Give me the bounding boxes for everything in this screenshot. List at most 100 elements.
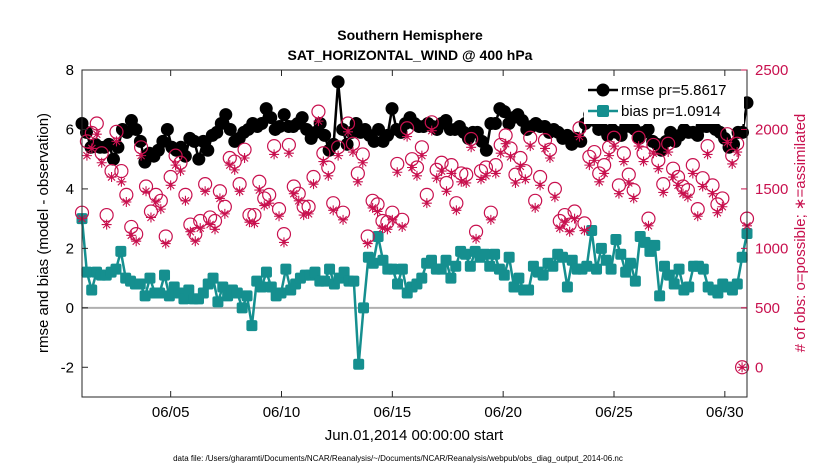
assimilated-obs-point [682, 192, 693, 203]
assimilated-obs-point [402, 131, 413, 142]
assimilated-obs-point [323, 170, 334, 181]
bias-point [275, 287, 287, 299]
bias-point [139, 290, 151, 302]
rmse-point [340, 137, 354, 151]
bias-point [387, 263, 399, 275]
bias-point [367, 257, 379, 269]
bias-point [712, 287, 724, 299]
x-tick-label: 06/05 [152, 404, 190, 421]
bias-point [236, 302, 248, 314]
assimilated-obs-point [426, 125, 437, 136]
bias-point [610, 233, 622, 245]
bias-point [416, 272, 428, 284]
assimilated-obs-point [165, 180, 176, 191]
bias-point [498, 269, 510, 281]
x-tick-label: 06/15 [374, 404, 412, 421]
bias-point [372, 230, 384, 242]
y-axis-left: -2 0 2 4 6 8 [61, 62, 88, 376]
assimilated-obs-point [618, 156, 629, 167]
assimilated-obs-point [283, 148, 294, 159]
assimilated-obs-point [150, 196, 161, 207]
assimilated-obs-point [116, 176, 127, 187]
legend: rmse pr=5.8617 bias pr=1.0914 [584, 78, 744, 124]
assimilated-obs-point [254, 185, 265, 196]
assimilated-obs-point [278, 237, 289, 248]
assimilated-obs-point [717, 201, 728, 212]
assimilated-obs-point [313, 116, 324, 127]
rmse-point [295, 111, 309, 125]
assimilated-obs-point [318, 156, 329, 167]
bias-point [440, 254, 452, 266]
rmse-point [111, 140, 125, 154]
assimilated-obs-point [111, 136, 122, 147]
assimilated-obs-point [362, 238, 373, 249]
assimilated-obs-point [160, 238, 171, 249]
bias-point [605, 263, 617, 275]
assimilated-obs-point [520, 174, 531, 185]
legend-rmse-label: rmse pr=5.8617 [621, 82, 726, 99]
assimilated-obs-point [490, 168, 501, 179]
bias-point [663, 269, 675, 281]
assimilated-obs-point [382, 224, 393, 235]
assimilated-obs-point [668, 172, 679, 183]
rmse-point [201, 143, 215, 157]
assimilated-obs-point [510, 177, 521, 188]
bias-point [265, 281, 277, 293]
bias-point [508, 281, 520, 293]
bias-point [154, 287, 166, 299]
assimilated-obs-point [367, 202, 378, 213]
assimilated-obs-point [732, 147, 743, 158]
rmse-point [192, 152, 206, 166]
y-tick-label: 6 [66, 121, 74, 138]
assimilated-obs-point [687, 168, 698, 179]
assimilated-obs-point [205, 219, 216, 230]
x-tick-label: 06/30 [706, 404, 744, 421]
bias-point [309, 266, 321, 278]
assimilated-obs-point [86, 143, 97, 154]
bias-point [673, 263, 685, 275]
bias-point [450, 260, 462, 272]
rmse-point [318, 128, 332, 142]
bias-point [654, 290, 666, 302]
assimilated-obs-point [229, 164, 240, 175]
assimilated-obs-point [471, 233, 482, 244]
bias-point [260, 266, 272, 278]
assimilated-obs-point [298, 210, 309, 221]
assimilated-obs-point [574, 131, 585, 142]
bias-point [241, 290, 253, 302]
assimilated-obs-point [288, 188, 299, 199]
assimilated-obs-point [535, 180, 546, 191]
y-tick-label: 2 [66, 240, 74, 257]
rmse-point [488, 117, 502, 131]
bias-point [484, 260, 496, 272]
bias-point [280, 263, 292, 275]
assimilated-obs-point [131, 236, 142, 247]
assimilated-obs-point [480, 170, 491, 181]
legend-box [584, 78, 744, 124]
assimilated-obs-point [264, 198, 275, 209]
assimilated-obs-point [431, 173, 442, 184]
rmse-point [277, 108, 291, 122]
assimilated-obs-point [722, 137, 733, 148]
x-tick-label: 06/10 [263, 404, 301, 421]
bias-point [358, 302, 370, 314]
y-tick-label: 4 [66, 181, 74, 198]
rmse-point [129, 122, 143, 136]
assimilated-obs-point [387, 214, 398, 225]
x-tick-label: 06/25 [595, 404, 633, 421]
assimilated-obs-point [219, 208, 230, 219]
assimilated-obs-point [121, 196, 132, 207]
rmse-point [219, 108, 233, 122]
legend-rmse-marker [596, 83, 610, 97]
assimilated-obs-point [214, 193, 225, 204]
assimilated-obs-point [559, 217, 570, 228]
assimilated-obs-point [239, 152, 250, 163]
assimilated-obs-point [352, 176, 363, 187]
assimilated-obs-point [702, 149, 713, 160]
assimilated-obs-point [141, 186, 152, 197]
assimilated-obs-point [658, 187, 669, 198]
rmse-point [264, 111, 278, 125]
assimilated-obs-point [274, 211, 285, 222]
assimilated-obs-point [357, 157, 368, 168]
rmse-point [187, 134, 201, 148]
